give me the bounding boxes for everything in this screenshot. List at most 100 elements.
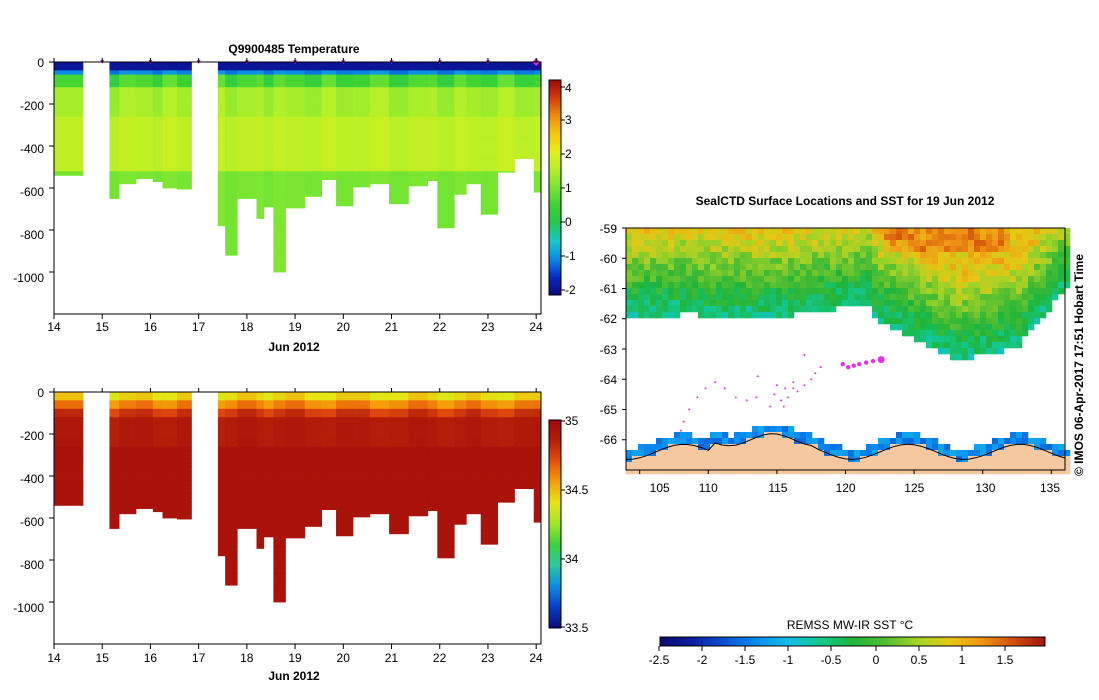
section-cell bbox=[263, 434, 274, 439]
sst-cell bbox=[752, 234, 759, 241]
sst-cell bbox=[632, 288, 639, 295]
section-cell bbox=[454, 146, 467, 151]
sst-cell bbox=[632, 252, 639, 259]
section-cell bbox=[109, 484, 120, 489]
sst-cell bbox=[728, 282, 735, 289]
sst-cell bbox=[866, 240, 873, 247]
section-cell bbox=[109, 404, 120, 410]
sst-cell bbox=[650, 252, 657, 259]
section-cell bbox=[225, 518, 238, 523]
section-cell bbox=[54, 162, 84, 168]
section-cell bbox=[256, 167, 265, 172]
section-cell bbox=[176, 417, 192, 422]
section-cell bbox=[237, 158, 257, 164]
track-point bbox=[696, 396, 699, 399]
section-cell bbox=[119, 476, 137, 481]
section-cell bbox=[237, 467, 257, 473]
sst-cell bbox=[734, 432, 741, 439]
sst-cell bbox=[998, 294, 1005, 301]
sst-cell bbox=[674, 300, 681, 307]
section-cell bbox=[454, 192, 467, 195]
sst-cell bbox=[752, 456, 759, 463]
sst-cell bbox=[626, 240, 633, 247]
section-cell bbox=[514, 150, 535, 155]
section-cell bbox=[408, 154, 429, 159]
sst-cell bbox=[950, 300, 957, 307]
section-cell bbox=[389, 141, 409, 147]
section-cell bbox=[533, 413, 541, 418]
section-cell bbox=[273, 597, 286, 603]
sst-cell bbox=[848, 300, 855, 307]
section-cell bbox=[352, 141, 371, 147]
sst-cell bbox=[776, 306, 783, 313]
sst-cell bbox=[794, 228, 801, 235]
section-cell bbox=[408, 413, 429, 418]
section-cell bbox=[225, 167, 238, 172]
sst-cell bbox=[1028, 240, 1035, 247]
section-cell bbox=[237, 484, 257, 489]
section-cell bbox=[273, 408, 286, 414]
sst-cell bbox=[698, 462, 705, 469]
section-cell bbox=[408, 108, 429, 113]
sst-cell bbox=[914, 312, 921, 319]
sst-cell bbox=[1022, 234, 1029, 241]
sst-cell bbox=[986, 258, 993, 265]
sst-cell bbox=[914, 324, 921, 331]
section-cell bbox=[352, 442, 371, 447]
section-cell bbox=[217, 200, 226, 206]
sst-cell bbox=[932, 258, 939, 265]
section-cell bbox=[263, 408, 274, 414]
section-cell bbox=[285, 484, 306, 489]
sst-cell bbox=[890, 324, 897, 331]
sst-cell bbox=[794, 450, 801, 457]
section-cell bbox=[427, 484, 438, 489]
section-cell bbox=[152, 125, 163, 130]
sst-cell bbox=[704, 246, 711, 253]
sst-cell bbox=[902, 264, 909, 271]
sst-cell bbox=[800, 294, 807, 301]
section-cell bbox=[273, 564, 286, 569]
sst-cell bbox=[920, 312, 927, 319]
section-cell bbox=[273, 221, 286, 227]
section-cell bbox=[273, 555, 286, 561]
sst-cell bbox=[872, 252, 879, 259]
temperature-xtick: 15 bbox=[96, 320, 110, 334]
section-cell bbox=[162, 74, 178, 80]
sst-cell bbox=[740, 276, 747, 283]
section-cell bbox=[217, 551, 226, 557]
sst-cell bbox=[902, 324, 909, 331]
section-cell bbox=[263, 438, 274, 443]
sst-cell bbox=[710, 468, 717, 475]
section-cell bbox=[454, 509, 467, 515]
section-cell bbox=[437, 213, 455, 218]
sst-cell bbox=[986, 240, 993, 247]
section-cell bbox=[176, 442, 192, 447]
sst-cell bbox=[704, 468, 711, 475]
section-cell bbox=[321, 74, 337, 80]
section-cell bbox=[437, 83, 455, 88]
sst-cell bbox=[728, 312, 735, 319]
sst-cell bbox=[1028, 444, 1035, 451]
track-point bbox=[775, 384, 778, 387]
section-cell bbox=[109, 183, 120, 189]
temperature-colorbar-tick: 3 bbox=[565, 113, 572, 127]
section-cell bbox=[109, 459, 120, 464]
sst-cell bbox=[776, 432, 783, 439]
sst-cell bbox=[866, 270, 873, 277]
sst-cell bbox=[896, 228, 903, 235]
section-cell bbox=[533, 70, 541, 75]
section-cell bbox=[304, 87, 323, 92]
section-cell bbox=[54, 408, 84, 414]
section-cell bbox=[480, 154, 499, 159]
section-cell bbox=[256, 429, 265, 435]
section-cell bbox=[273, 234, 286, 239]
sst-cell bbox=[692, 234, 699, 241]
sst-cell bbox=[866, 450, 873, 457]
section-cell bbox=[152, 396, 163, 401]
section-cell bbox=[352, 400, 371, 405]
sst-cell bbox=[812, 276, 819, 283]
sst-cell bbox=[956, 228, 963, 235]
sst-cell bbox=[872, 294, 879, 301]
sst-cell bbox=[896, 432, 903, 439]
sst-cell bbox=[1004, 264, 1011, 271]
